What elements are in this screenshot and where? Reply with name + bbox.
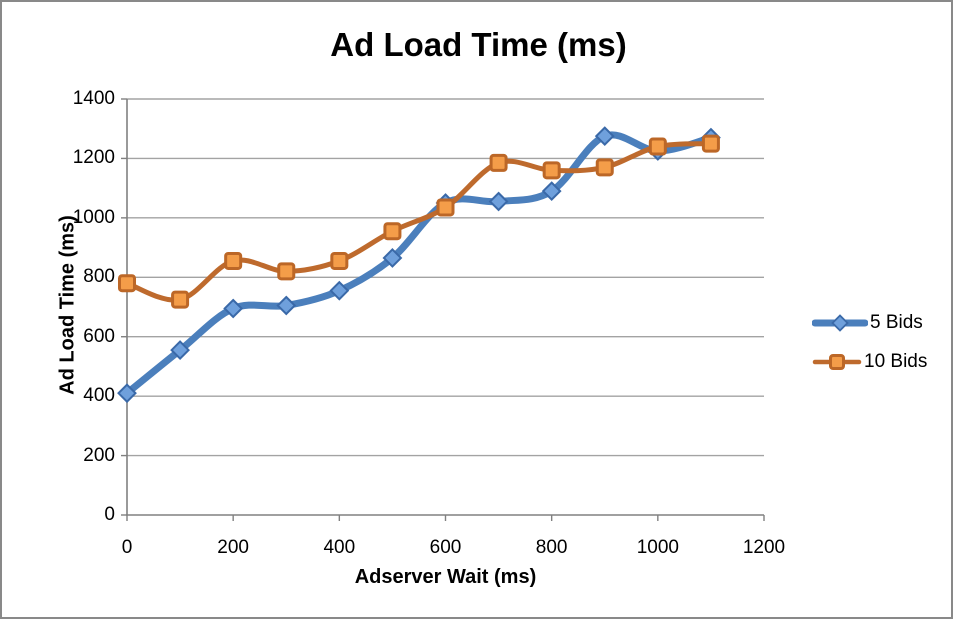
- series-2-line-square-icon: [812, 354, 862, 370]
- y-axis-title: Ad Load Time (ms): [56, 215, 79, 395]
- y-tick-label: 400: [83, 385, 115, 407]
- x-tick-label: 600: [429, 537, 462, 558]
- x-tick-label: 1000: [636, 537, 679, 558]
- x-axis-title: Adserver Wait (ms): [354, 566, 537, 588]
- x-tick-label: 400: [323, 537, 356, 558]
- y-tick-label: 1200: [72, 147, 115, 169]
- x-tick-label: 200: [217, 537, 249, 558]
- y-tick-label: 200: [83, 444, 115, 466]
- legend-marker-2: [829, 354, 845, 370]
- x-tick-label: 1200: [742, 537, 786, 558]
- legend-item-5-bids: 5 Bids: [812, 312, 927, 334]
- legend-label-10-bids: 10 Bids: [864, 351, 928, 372]
- y-tick-label: 600: [83, 325, 115, 347]
- y-tick-label: 0: [104, 504, 115, 525]
- y-tick-label: 1400: [72, 88, 115, 109]
- series-1-line-diamond-icon: [812, 314, 868, 332]
- legend-item-10-bids: 10 Bids: [812, 351, 927, 373]
- legend-marker-1: [831, 314, 849, 332]
- y-tick-label: 1000: [72, 206, 115, 228]
- legend: 5 Bids 10 Bids: [812, 312, 927, 373]
- y-tick-label: 800: [83, 266, 115, 288]
- x-tick-label: 800: [535, 537, 568, 558]
- x-tick-label: 0: [121, 537, 133, 558]
- legend-label-5-bids: 5 Bids: [870, 312, 923, 333]
- chart-title: Ad Load Time (ms): [330, 26, 627, 63]
